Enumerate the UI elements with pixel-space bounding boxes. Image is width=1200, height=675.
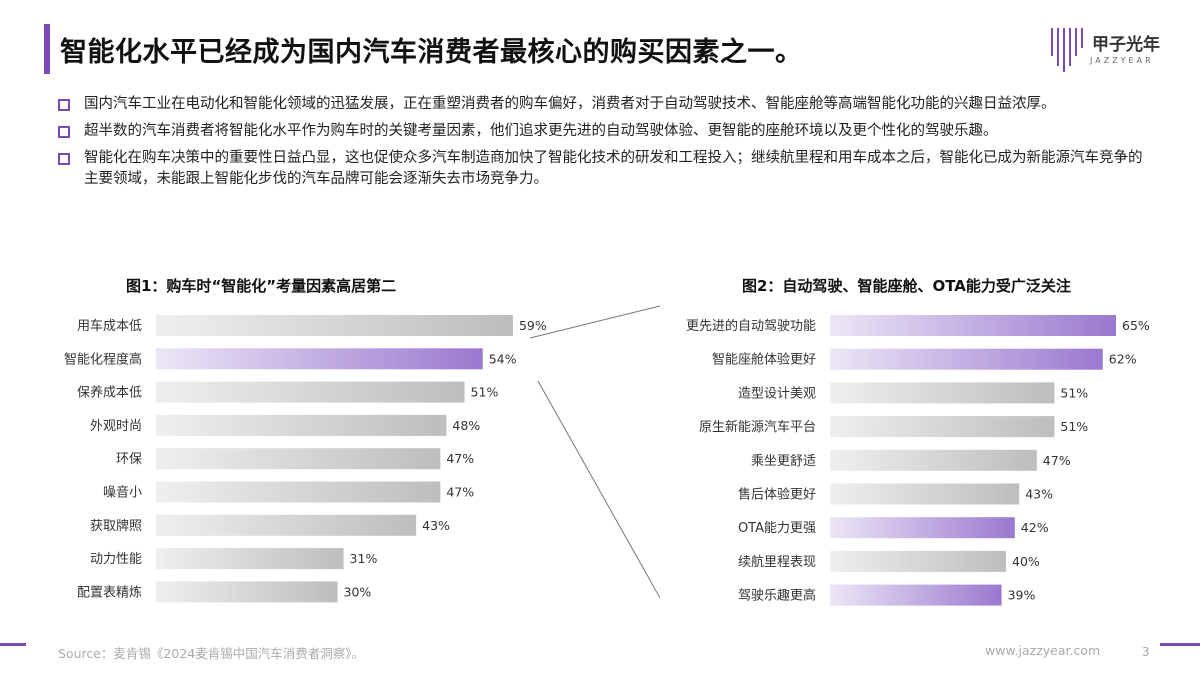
logo-subtext: JAZZYEAR <box>1090 56 1154 65</box>
chart1-value-label: 43% <box>422 518 450 533</box>
footer-accent-left <box>0 643 26 646</box>
bullet-text: 超半数的汽车消费者将智能化水平作为购车时的关键考量因素，他们追求更先进的自动驾驶… <box>84 123 998 139</box>
connector-line <box>529 305 661 339</box>
chart1-value-label: 47% <box>446 485 474 500</box>
logo-icon <box>1051 28 1083 72</box>
chart2-value-label: 65% <box>1122 318 1150 333</box>
chart2-value-label: 43% <box>1025 487 1053 502</box>
bullet-square-icon <box>58 153 70 165</box>
chart2-category-label: OTA能力更强 <box>738 521 816 536</box>
chart2-category-label: 智能座舱体验更好 <box>712 352 816 368</box>
chart2-category-label: 续航里程表现 <box>738 554 816 570</box>
bullet-square-icon <box>58 99 70 111</box>
chart1-value-label: 30% <box>344 584 372 599</box>
chart2-value-label: 51% <box>1060 419 1088 434</box>
chart2-category-label: 售后体验更好 <box>738 487 816 503</box>
chart2-bar <box>830 517 1015 539</box>
bullet-item: 超半数的汽车消费者将智能化水平作为购车时的关键考量因素，他们追求更先进的自动驾驶… <box>58 121 1148 142</box>
chart1-category-label: 噪音小 <box>103 485 142 501</box>
chart2-category-label: 更先进的自动驾驶功能 <box>686 318 816 334</box>
chart1-category-label: 动力性能 <box>90 552 142 567</box>
chart2-category-label: 乘坐更舒适 <box>751 454 816 469</box>
chart1-value-label: 47% <box>446 451 474 466</box>
bullet-item: 智能化在购车决策中的重要性日益凸显，这也促使众多汽车制造商加快了智能化技术的研发… <box>58 148 1148 190</box>
footer-accent-right <box>1160 643 1200 646</box>
source-note: Source：麦肯锡《2024麦肯锡中国汽车消费者洞察》。 <box>58 646 364 661</box>
chart1-category-label: 智能化程度高 <box>64 351 142 367</box>
bullet-item: 国内汽车工业在电动化和智能化领域的迅猛发展，正在重塑消费者的购车偏好，消费者对于… <box>58 94 1148 115</box>
chart2-bar <box>830 449 1037 471</box>
chart1-category-label: 环保 <box>116 452 142 467</box>
chart2-bar <box>830 416 1055 438</box>
connector-line <box>537 380 661 599</box>
chart1-bar <box>156 381 465 403</box>
chart1-bar <box>156 414 447 436</box>
chart1-bar <box>156 348 483 370</box>
chart2-bar <box>830 315 1116 336</box>
chart1-bar <box>156 581 338 603</box>
chart2-value-label: 42% <box>1021 520 1049 535</box>
logo-text: 甲子光年 <box>1092 35 1160 55</box>
chart2-bar <box>830 348 1103 370</box>
chart1-title: 图1：购车时“智能化”考量因素高居第二 <box>126 277 397 295</box>
title-accent-bar <box>44 24 50 74</box>
chart1-bar <box>156 481 441 503</box>
chart2-category-label: 原生新能源汽车平台 <box>699 419 816 435</box>
page-number: 3 <box>1142 645 1150 659</box>
chart2-value-label: 40% <box>1012 554 1040 569</box>
chart2-category-label: 造型设计美观 <box>738 386 816 401</box>
chart1-bar <box>156 548 344 570</box>
chart2-value-label: 47% <box>1043 453 1071 468</box>
chart2-value-label: 39% <box>1008 588 1036 603</box>
chart1-bar <box>156 448 441 470</box>
bullet-list: 国内汽车工业在电动化和智能化领域的迅猛发展，正在重塑消费者的购车偏好，消费者对于… <box>58 94 1148 196</box>
chart2-value-label: 62% <box>1109 352 1137 367</box>
chart1-value-label: 48% <box>452 418 480 433</box>
chart1-category-label: 获取牌照 <box>90 518 142 534</box>
chart1-category-label: 外观时尚 <box>90 419 142 434</box>
chart2-bar <box>830 382 1055 404</box>
chart1-bar <box>156 315 513 336</box>
page-title: 智能化水平已经成为国内汽车消费者最核心的购买因素之一。 <box>60 37 803 68</box>
chart2-bar <box>830 483 1020 505</box>
chart2-bar <box>830 584 1002 606</box>
bullet-square-icon <box>58 126 70 138</box>
chart1-category-label: 配置表精炼 <box>77 585 142 600</box>
bullet-text: 国内汽车工业在电动化和智能化领域的迅猛发展，正在重塑消费者的购车偏好，消费者对于… <box>84 96 1056 112</box>
chart1-value-label: 51% <box>471 385 499 400</box>
chart1-value-label: 59% <box>519 318 547 333</box>
chart2-title: 图2：自动驾驶、智能座舱、OTA能力受广泛关注 <box>742 277 1071 295</box>
chart2-category-label: 驾驶乐趣更高 <box>738 588 816 604</box>
bullet-text: 智能化在购车决策中的重要性日益凸显，这也促使众多汽车制造商加快了智能化技术的研发… <box>84 150 1143 187</box>
chart1-category-label: 保养成本低 <box>77 385 142 401</box>
chart2-value-label: 51% <box>1060 385 1088 400</box>
chart2-bar <box>830 550 1006 572</box>
chart1-value-label: 31% <box>350 551 378 566</box>
website-link[interactable]: www.jazzyear.com <box>985 643 1101 658</box>
chart1-category-label: 用车成本低 <box>77 318 142 334</box>
chart1-value-label: 54% <box>489 351 517 366</box>
chart1-bar <box>156 514 417 536</box>
